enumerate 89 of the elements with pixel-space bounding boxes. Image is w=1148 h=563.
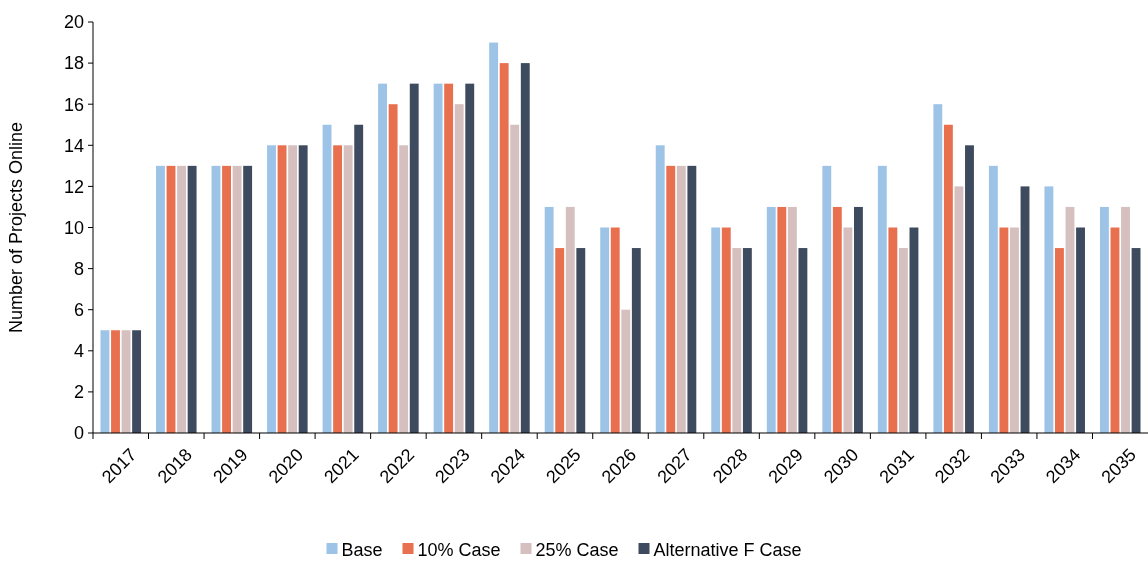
bar: [409, 83, 419, 433]
bar: [433, 83, 443, 433]
bar: [243, 165, 253, 433]
bar: [499, 63, 509, 433]
bar: [1010, 227, 1019, 433]
y-tick-label: 12: [63, 176, 84, 197]
bar: [277, 145, 287, 433]
bar: [510, 124, 520, 433]
bar: [877, 165, 887, 433]
bar: [766, 206, 776, 433]
y-tick-label: 4: [73, 341, 84, 362]
bar: [322, 124, 332, 433]
legend-label: 25% Case: [535, 540, 619, 561]
bar: [1054, 248, 1064, 433]
bar: [465, 83, 475, 433]
bar: [555, 248, 565, 433]
bar: [832, 206, 842, 433]
bar: [600, 227, 610, 433]
bar: [777, 206, 787, 433]
bar: [933, 104, 943, 433]
y-tick-label: 20: [63, 12, 84, 33]
bar: [711, 227, 721, 433]
bar: [1076, 227, 1085, 433]
legend-label: Alternative F Case: [653, 540, 802, 561]
bar: [354, 124, 364, 433]
bar: [822, 165, 832, 433]
bar: [576, 248, 586, 433]
bar: [156, 165, 165, 433]
bar: [610, 227, 620, 433]
bar: [232, 165, 242, 433]
bar: [687, 165, 697, 433]
bar: [898, 248, 908, 433]
bar: [1065, 206, 1075, 433]
bar: [100, 330, 110, 433]
bar: [544, 206, 554, 433]
bar: [288, 145, 298, 433]
y-tick-label: 0: [73, 423, 84, 444]
bar: [943, 124, 953, 433]
bar: [1099, 206, 1109, 433]
bar: [565, 206, 575, 433]
bar: [621, 309, 631, 433]
bar: [631, 248, 641, 433]
bar: [222, 165, 231, 433]
bar: [787, 206, 797, 433]
bar: [798, 248, 808, 433]
bar: [853, 206, 863, 433]
bar: [267, 145, 276, 433]
bar: [388, 104, 398, 433]
bar: [1131, 248, 1141, 433]
bar: [166, 165, 176, 433]
bar: [378, 83, 388, 433]
bar: [333, 145, 343, 433]
bar: [999, 227, 1009, 433]
bar: [132, 330, 142, 433]
bar: [1020, 186, 1030, 433]
y-axis-title: Number of Projects Online: [6, 121, 26, 334]
y-tick-label: 16: [63, 94, 84, 115]
bar: [965, 145, 974, 433]
bar: [343, 145, 353, 433]
bar: [655, 145, 665, 433]
bar: [444, 83, 454, 433]
bar: [843, 227, 853, 433]
legend-label: Base: [341, 540, 383, 561]
legend-label: 10% Case: [417, 540, 501, 561]
bar: [1044, 186, 1054, 433]
bar: [721, 227, 731, 433]
bar: [676, 165, 686, 433]
y-tick-label: 8: [73, 258, 84, 279]
y-tick-label: 14: [63, 135, 84, 156]
bar: [954, 186, 964, 433]
bar: [399, 145, 409, 433]
bar: [1121, 206, 1130, 433]
bar: [888, 227, 898, 433]
bar: [520, 63, 530, 433]
bar: [988, 165, 998, 433]
y-tick-label: 18: [63, 53, 84, 74]
bar: [489, 42, 499, 433]
bar: [177, 165, 187, 433]
bar: [454, 104, 464, 433]
bar: [111, 330, 120, 433]
bar: [187, 165, 197, 433]
bar: [742, 248, 752, 433]
bar: [666, 165, 676, 433]
bar: [211, 165, 221, 433]
bar: [732, 248, 742, 433]
bar: [298, 145, 308, 433]
y-tick-label: 10: [63, 217, 84, 238]
y-tick-label: 6: [73, 300, 84, 320]
y-tick-label: 2: [73, 382, 84, 403]
